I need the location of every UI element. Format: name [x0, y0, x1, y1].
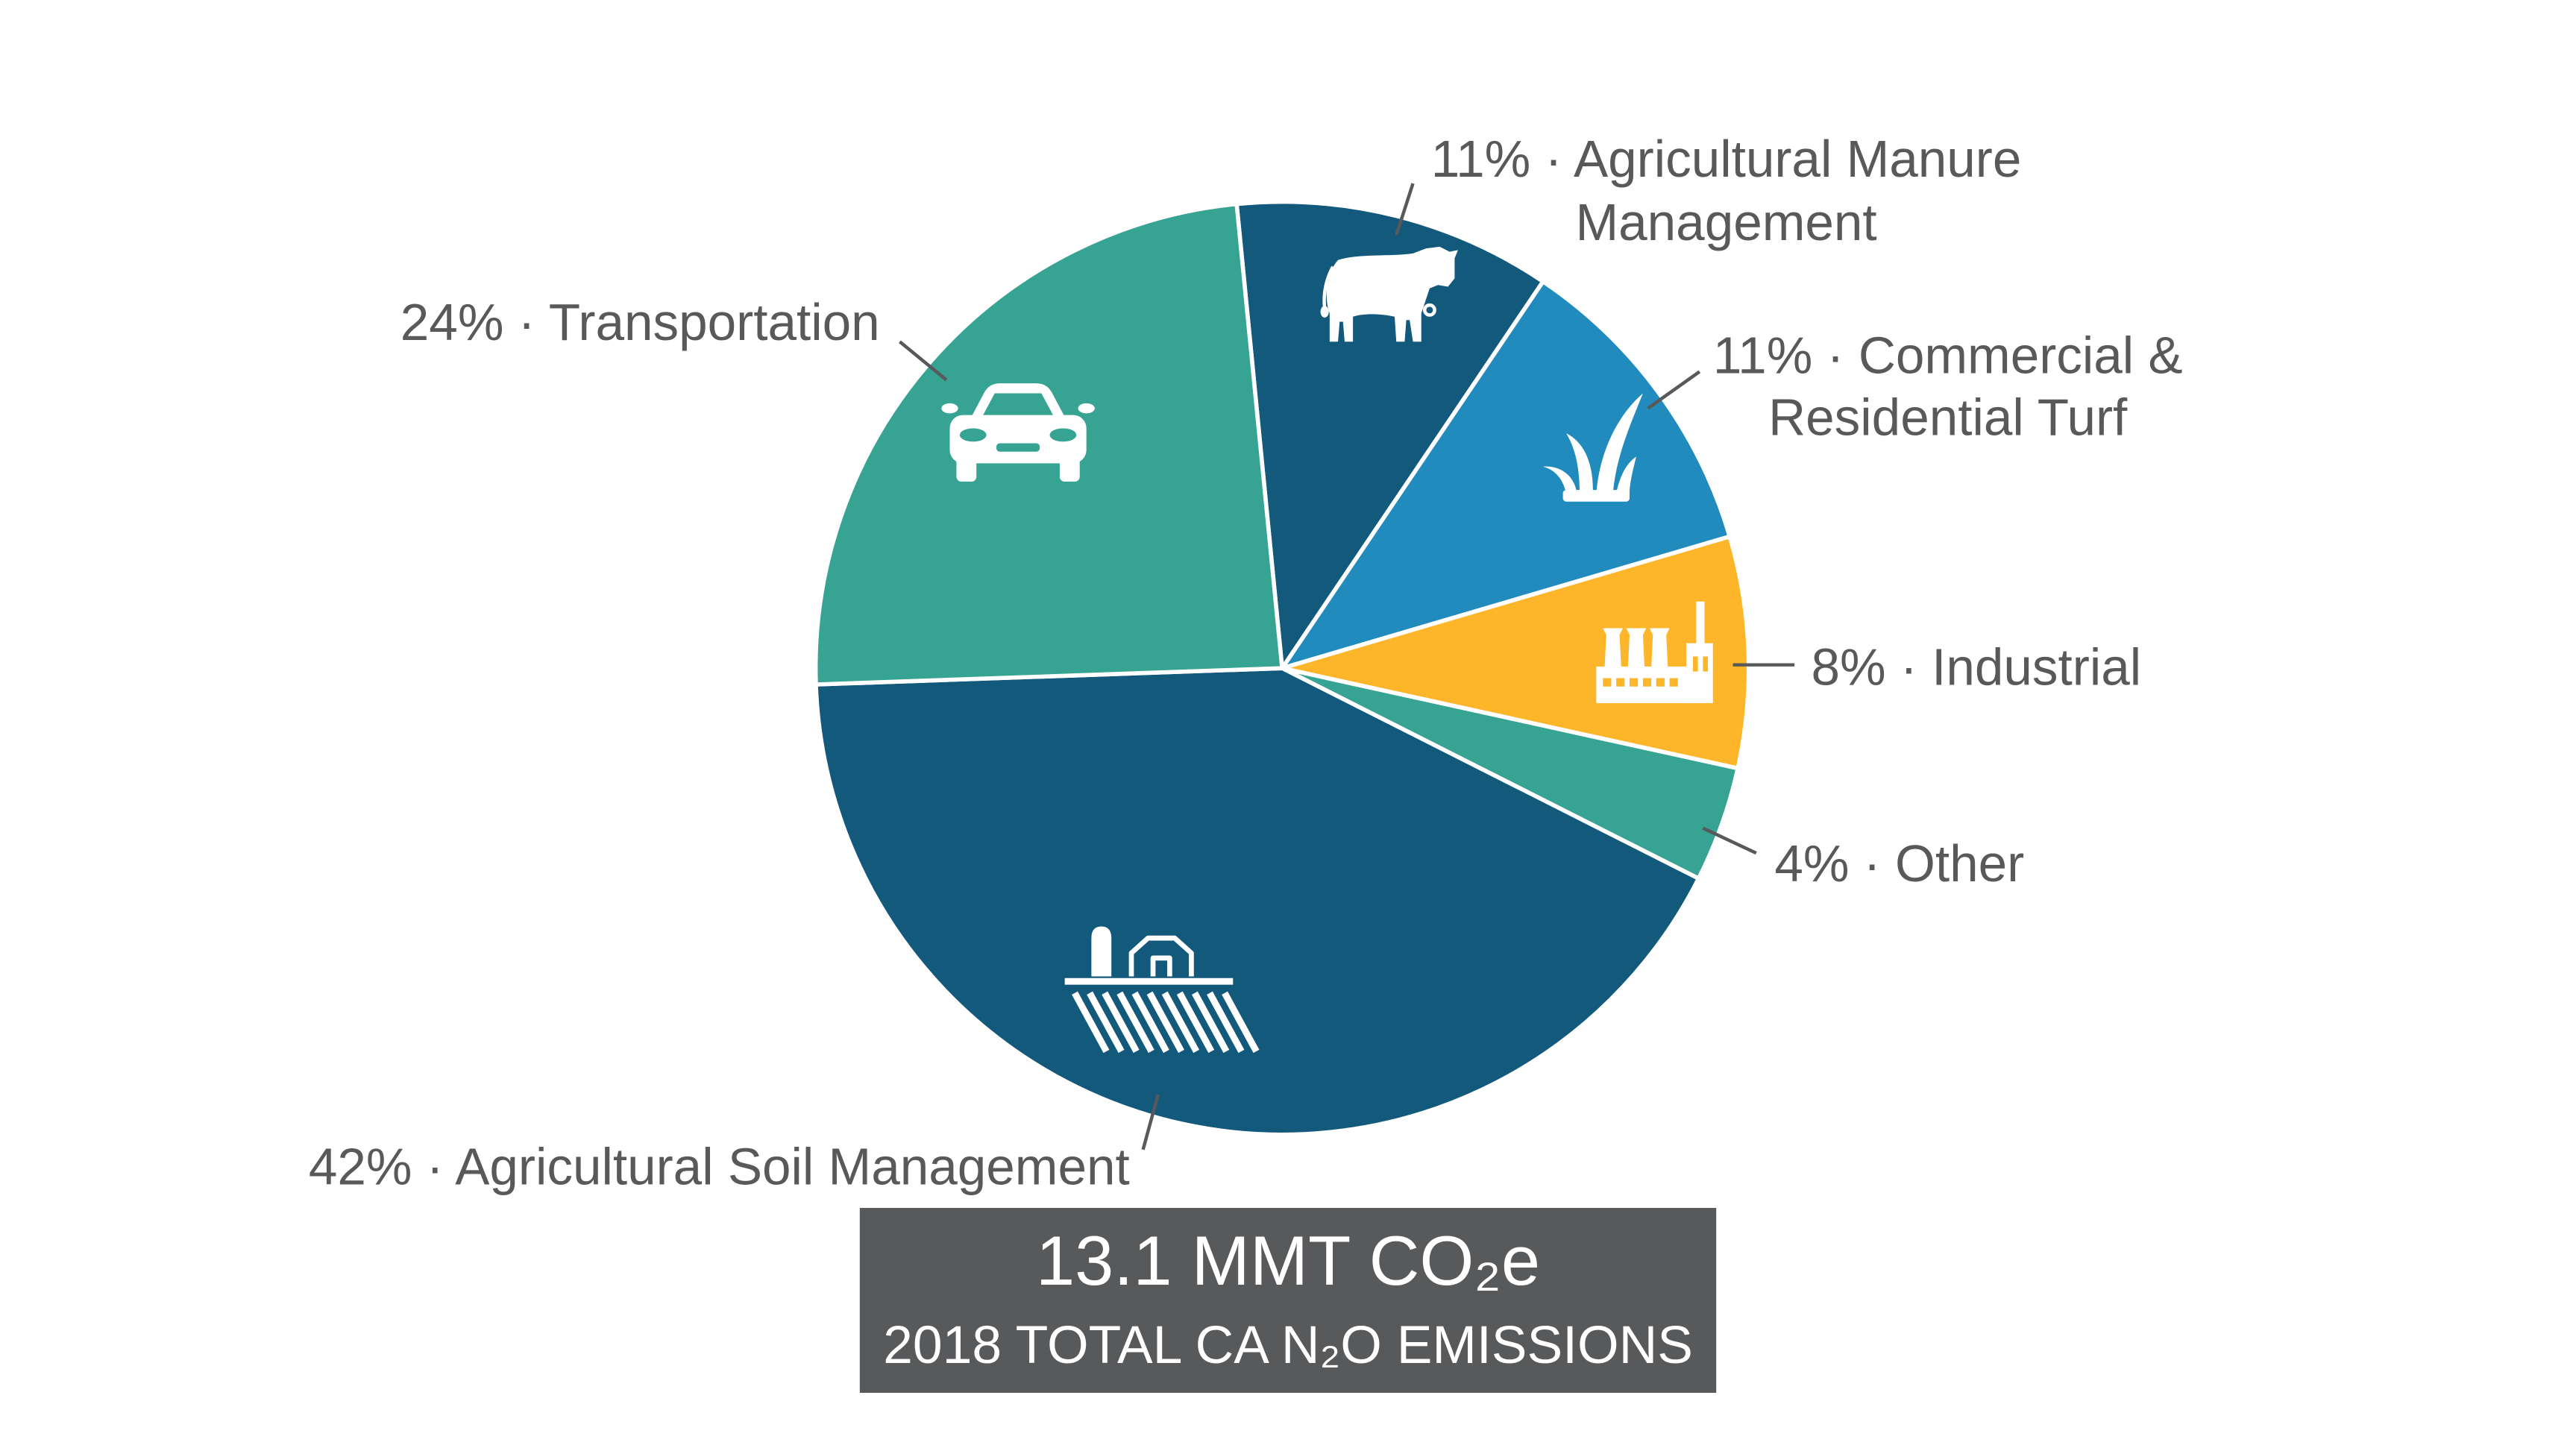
slice-icons [941, 246, 1713, 1054]
leader-line-transportation [899, 340, 948, 382]
farm-silo [1091, 926, 1112, 977]
total-box: 13.1 MMT CO₂e 2018 TOTAL CA N₂O EMISSION… [859, 1208, 1717, 1394]
cow-bell [1422, 303, 1436, 317]
pie-slice-commercial-residential-turf [1280, 279, 1732, 670]
leader-line-agricultural-soil-management [1141, 1094, 1160, 1150]
car-headlight-right [1049, 428, 1077, 442]
slice-label-agricultural-manure-management-line-2: Management [1575, 193, 1876, 251]
grass-blade-left [1542, 466, 1577, 494]
factory-tower [1686, 643, 1713, 704]
pie-slice-agricultural-manure-management [1234, 199, 1545, 670]
farm-barn-door [1150, 955, 1172, 977]
factory-chimney-1 [1603, 628, 1624, 669]
slice-label-transportation: 24% · Transportation [400, 293, 880, 351]
total-caption: 2018 TOTAL CA N₂O EMISSIONS [883, 1315, 1693, 1375]
total-box-background [859, 1208, 1717, 1394]
cow-tail-tuft [1320, 306, 1329, 318]
car-mirror-right [1078, 403, 1095, 414]
total-value: 13.1 MMT CO₂e [1036, 1221, 1540, 1300]
grass-icon [1542, 393, 1643, 502]
factory-chimney-2 [1626, 628, 1647, 669]
car-windshield [983, 393, 1053, 415]
grass-blade-right [1616, 456, 1636, 494]
slice-label-agricultural-manure-management-line-1: 11% · Agricultural Manure [1431, 130, 2022, 188]
factory-chimney-3 [1649, 628, 1670, 669]
slice-label-commercial-residential-turf-line-1: 11% · Commercial & [1713, 327, 2183, 385]
factory-icon [1596, 601, 1713, 704]
slice-label-other: 4% · Other [1774, 834, 2024, 893]
cow-body [1326, 246, 1458, 342]
pie-slice-agricultural-soil-management [814, 666, 1701, 1137]
car-grille [996, 443, 1040, 452]
leader-lines [899, 183, 1795, 1150]
factory-windows [1603, 656, 1709, 687]
leader-line-agricultural-manure-management [1395, 183, 1415, 236]
slice-labels: 11% · Agricultural Manure Management 11%… [309, 130, 2183, 1196]
cow-icon [1320, 246, 1458, 342]
farm-barn [1128, 935, 1194, 977]
leader-line-other [1702, 826, 1757, 855]
car-headlight-left [959, 428, 987, 442]
slice-label-commercial-residential-turf-line-2: Residential Turf [1768, 388, 2128, 446]
car-icon [941, 383, 1095, 482]
grass-blade-tall [1596, 393, 1643, 494]
slice-label-agricultural-soil-management: 42% · Agricultural Soil Management [309, 1138, 1130, 1196]
factory-tall-chimney [1696, 601, 1705, 647]
leader-line-commercial-residential-turf [1647, 370, 1701, 410]
cow-tail [1322, 265, 1335, 309]
farm-icon [1064, 926, 1260, 1054]
car-mirror-left [941, 403, 958, 414]
field-furrows [1072, 991, 1260, 1054]
car-wheel-left [956, 456, 977, 482]
grass-blade-mid [1566, 433, 1593, 494]
slice-label-industrial: 8% · Industrial [1812, 638, 2142, 696]
car-body [949, 415, 1087, 464]
car-wheel-right [1059, 456, 1080, 482]
pie-slice-industrial [1280, 534, 1751, 771]
